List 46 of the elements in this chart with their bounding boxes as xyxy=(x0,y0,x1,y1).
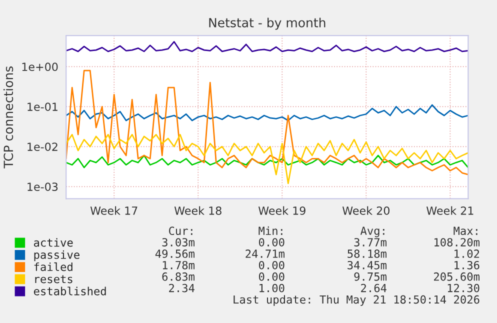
legend-label: passive xyxy=(34,250,80,262)
text: Min: xyxy=(258,226,282,235)
text: 1.36 xyxy=(454,260,480,270)
text: 0.00 xyxy=(258,272,284,281)
line-series xyxy=(66,134,468,184)
line-series xyxy=(66,154,468,168)
y-tick-label: 1e+00 xyxy=(22,62,58,72)
x-tick-label: Week 18 xyxy=(174,206,222,215)
text: 58.18m xyxy=(348,250,386,258)
x-tick-label: Week 17 xyxy=(90,206,138,215)
text: 1.00 xyxy=(260,284,284,292)
text: 3.77m xyxy=(354,238,386,246)
text: 205.60m xyxy=(434,272,480,281)
text: Last update: Thu May 21 18:50:14 2026 xyxy=(234,295,480,306)
legend-label: failed xyxy=(34,262,72,272)
line-series xyxy=(66,104,468,122)
legend-label: resets xyxy=(35,275,72,284)
legend-label: active xyxy=(34,238,73,247)
text: 1.78m xyxy=(162,260,194,270)
text: 2.34 xyxy=(169,284,194,292)
text: 1.02 xyxy=(454,250,480,258)
text: 2.64 xyxy=(361,284,386,292)
y-tick-label: 1e-01 xyxy=(28,102,58,112)
text: 9.75m xyxy=(354,272,386,281)
text: 6.83m xyxy=(162,272,194,281)
line-series xyxy=(66,41,468,52)
x-tick-label: Week 20 xyxy=(342,206,390,215)
y-tick-label: 1e-03 xyxy=(28,182,58,191)
text: 0.00 xyxy=(258,238,284,246)
text: 108.20m xyxy=(434,238,480,246)
y-tick-label: 1e-02 xyxy=(28,142,58,151)
chart-title: Netstat - by month xyxy=(209,18,326,30)
y-axis-title: TCP connections xyxy=(3,66,14,168)
text: Cur: xyxy=(168,226,192,236)
text: 3.03m xyxy=(162,238,194,246)
x-tick-label: Week 21 xyxy=(426,206,474,215)
legend-label: established xyxy=(34,286,106,296)
text: 24.71m xyxy=(246,250,284,258)
text: 12.30 xyxy=(448,284,480,292)
line-series xyxy=(66,70,468,176)
text: 0.00 xyxy=(258,260,284,270)
text: 34.45m xyxy=(348,260,386,270)
x-tick-label: Week 19 xyxy=(258,206,306,215)
text: Max: xyxy=(454,226,478,236)
text: 49.56m xyxy=(155,250,194,258)
text: Avg: xyxy=(360,226,384,238)
